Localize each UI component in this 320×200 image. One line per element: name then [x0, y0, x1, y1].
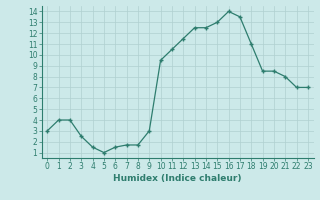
X-axis label: Humidex (Indice chaleur): Humidex (Indice chaleur): [113, 174, 242, 183]
